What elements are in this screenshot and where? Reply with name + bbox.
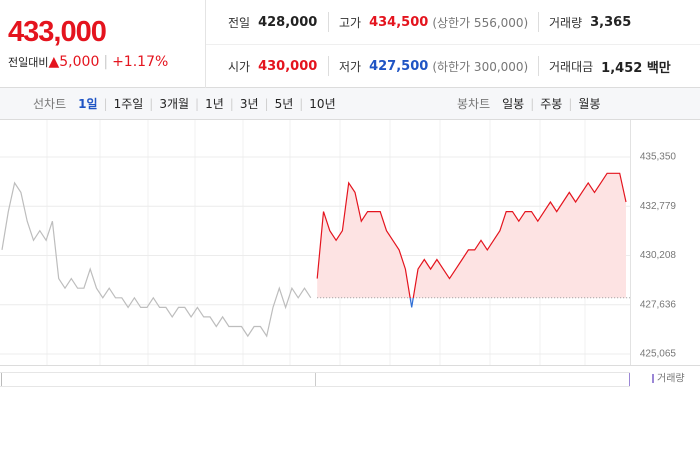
tab-group-title: 선차트	[33, 97, 67, 111]
y-tick-label: 430,208	[640, 250, 677, 261]
separator: |	[229, 96, 234, 111]
area	[317, 173, 626, 308]
stat-label: 전일	[228, 15, 251, 30]
price-box: 433,000 전일대비▲5,000 | +1.17%	[0, 0, 206, 88]
separator: |	[103, 96, 108, 111]
stat-cell: 거래대금 1,452 백만	[538, 56, 700, 76]
separator: |	[530, 96, 535, 111]
y-tick-label: 427,636	[640, 299, 677, 310]
chart-tabs: 선차트 1일 | 1주일 | 3개월 | 1년 | 3년 | 5년 | 10년 봉차트 일봉 | 주봉 | 월봉	[0, 88, 700, 120]
stat-value: 3,365	[590, 14, 632, 30]
period-tab[interactable]: 3개월	[159, 97, 190, 111]
stat-label: 고가	[339, 15, 362, 30]
current-price: 433,000	[8, 16, 107, 48]
stat-value: 1,452 백만	[601, 60, 671, 76]
change-rate: +1.17%	[112, 54, 169, 70]
separator: |	[149, 96, 154, 111]
stat-label: 거래대금	[549, 59, 594, 74]
stat-cell: 시가 430,000	[206, 56, 328, 76]
separator: |	[568, 96, 573, 111]
stat-note: (하한가 300,000)	[432, 59, 529, 74]
separator: |	[264, 96, 269, 111]
legend-swatch	[652, 374, 654, 383]
tab-group-title: 봉차트	[457, 97, 491, 111]
price-line	[1, 181, 312, 338]
stats-row: 전일 428,000 고가 434,500 (상한가 556,000) 거래량 3,365	[206, 0, 700, 45]
separator: |	[195, 96, 200, 111]
time-grid	[46, 120, 586, 365]
separator: |	[299, 96, 304, 111]
stat-label: 저가	[339, 59, 362, 74]
y-tick-label: 425,065	[640, 349, 677, 360]
stats-row: 시가 430,000 저가 427,500 (하한가 300,000) 거래대금 1,452…	[206, 44, 700, 88]
chart: 435,350 432,779 430,208 427,636 425,065 거래량	[0, 120, 700, 387]
frame	[0, 120, 700, 387]
stat-cell: 거래량 3,365	[538, 12, 700, 32]
period-tab[interactable]: 1주일	[113, 97, 144, 111]
period-tab[interactable]: 1년	[205, 97, 224, 111]
stat-label: 시가	[228, 59, 251, 74]
stat-cell: 고가 434,500 (상한가 556,000)	[328, 12, 538, 32]
stat-cell: 전일 428,000	[206, 12, 328, 32]
period-tab[interactable]: 1일	[78, 97, 98, 111]
line-chart-tabs: 선차트 1일 | 1주일 | 3개월 | 1년 | 3년 | 5년 | 10년	[33, 88, 336, 119]
stat-value: 434,500	[369, 14, 429, 30]
stat-cell: 저가 427,500 (하한가 300,000)	[328, 56, 538, 76]
separator: |	[103, 54, 109, 70]
stat-value: 428,000	[258, 14, 318, 30]
y-tick-label: 432,779	[640, 201, 677, 212]
change-arrow: ▲	[48, 54, 60, 70]
period-tab[interactable]: 일봉	[502, 97, 525, 111]
candle-chart-tabs: 봉차트 일봉 | 주봉 | 월봉	[457, 88, 601, 119]
stat-label: 거래량	[549, 15, 583, 30]
change-amount: 5,000	[59, 54, 100, 70]
stats-table: 전일 428,000 고가 434,500 (상한가 556,000) 거래량 3,365 시…	[206, 0, 700, 88]
quote-header: 433,000 전일대비▲5,000 | +1.17% 전일 428,000 고가 434…	[0, 0, 700, 88]
legend-label: 거래량	[657, 373, 685, 385]
period-tab[interactable]: 월봉	[578, 97, 601, 111]
price-line	[316, 172, 627, 308]
period-tab[interactable]: 5년	[274, 97, 294, 111]
change-label: 전일대비	[8, 56, 49, 69]
period-tab[interactable]: 3년	[239, 97, 259, 111]
stat-note: (상한가 556,000)	[432, 15, 529, 30]
y-tick-label: 435,350	[640, 152, 677, 163]
stat-value: 427,500	[369, 58, 429, 74]
period-tab[interactable]: 10년	[309, 97, 336, 111]
stat-value: 430,000	[258, 58, 318, 74]
period-tab[interactable]: 주봉	[540, 97, 563, 111]
change-line: 전일대비▲5,000 | +1.17%	[8, 54, 168, 70]
